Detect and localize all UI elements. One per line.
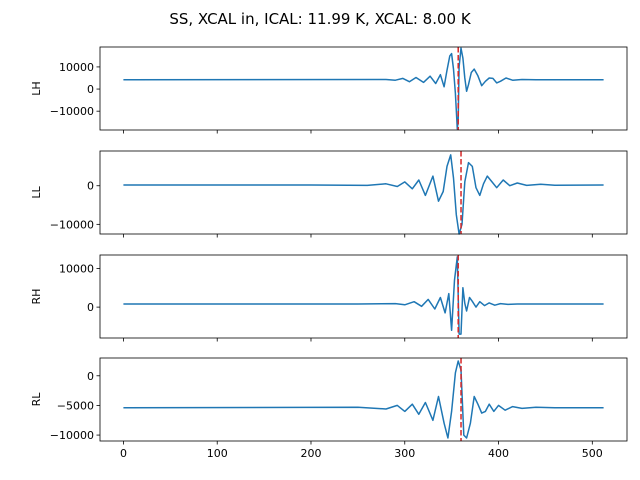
y-tick-label: 0 <box>87 83 94 96</box>
y-axis-label: LL <box>30 186 43 199</box>
y-tick-label: 10000 <box>59 61 94 74</box>
y-axis-label: RH <box>30 289 43 305</box>
axes-frame <box>99 254 628 339</box>
axes-frame <box>99 150 628 235</box>
x-tick-label: 0 <box>120 447 127 460</box>
y-tick-label: −10000 <box>50 218 94 231</box>
panel-lh: −10000 0 10000 LH <box>30 46 628 134</box>
panels: −10000 0 10000 LH −10000 0 LL 0 10000 RH 0 100 200 30… <box>30 46 628 460</box>
y-tick-label: 10000 <box>59 263 94 276</box>
y-tick-label: 0 <box>87 301 94 314</box>
series-line <box>123 47 604 130</box>
series-line <box>123 256 604 335</box>
x-tick-label: 400 <box>488 447 509 460</box>
x-tick-label: 300 <box>394 447 415 460</box>
x-tick-label: 500 <box>582 447 603 460</box>
y-tick-label: −10000 <box>50 105 94 118</box>
axes-frame <box>99 357 628 442</box>
panel-rh: 0 10000 RH <box>30 254 628 342</box>
x-tick-label: 200 <box>300 447 321 460</box>
y-tick-label: −10000 <box>50 429 94 442</box>
series-line <box>123 154 604 235</box>
y-tick-label: −5000 <box>57 399 94 412</box>
panel-ll: −10000 0 LL <box>30 150 628 238</box>
y-tick-label: 0 <box>87 180 94 193</box>
x-tick-label: 100 <box>207 447 228 460</box>
figure-title: SS, XCAL in, ICAL: 11.99 K, XCAL: 8.00 K <box>169 10 472 28</box>
y-axis-label: LH <box>30 81 43 95</box>
y-tick-label: 0 <box>87 370 94 383</box>
y-axis-label: RL <box>30 392 43 407</box>
series-line <box>123 360 604 439</box>
panel-rl: 0 100 200 300 400 500 −10000 −5000 0 RL <box>30 357 628 460</box>
axes-frame <box>99 46 628 131</box>
